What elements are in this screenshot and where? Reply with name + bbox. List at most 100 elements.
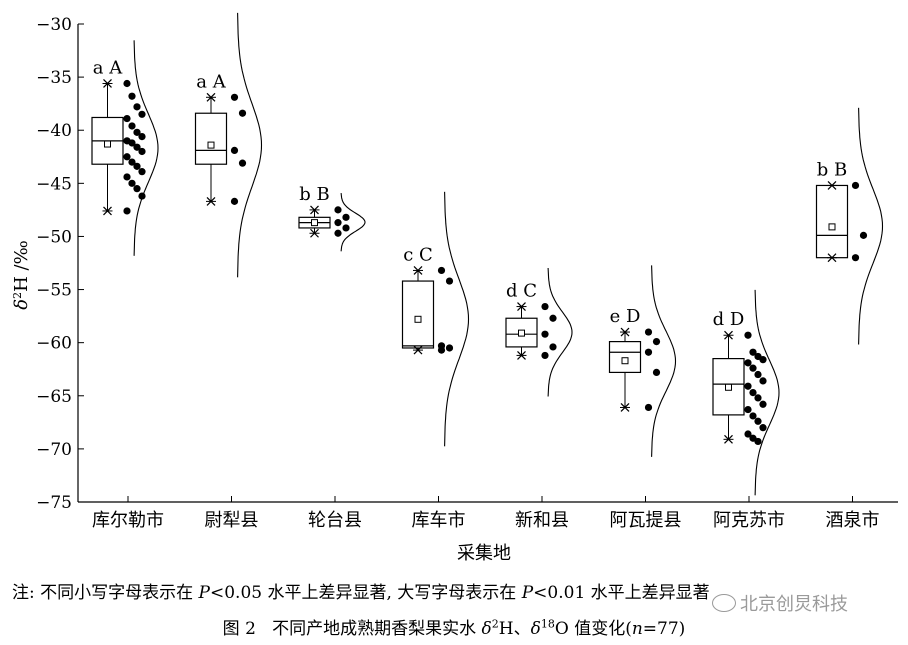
- data-point: [334, 229, 342, 237]
- mean-marker: [518, 329, 525, 337]
- wechat-icon: [712, 594, 736, 612]
- iqr-box: [194, 112, 228, 165]
- data-points: [541, 302, 557, 360]
- data-point: [541, 330, 549, 338]
- mean-marker: [104, 140, 111, 148]
- data-point: [759, 356, 767, 364]
- y-tick-label: −45: [36, 174, 72, 194]
- data-point: [749, 412, 757, 420]
- group-7: 阿克苏市 d D: [712, 289, 785, 531]
- significance-letters: a A: [93, 57, 123, 78]
- significance-letters: a A: [196, 71, 226, 92]
- groups: 库尔勒市 a A 尉犁县 a A 轮台县 b B 库车市 c C 新和县 d C 阿瓦提县 e D 阿克…: [91, 12, 884, 531]
- data-point: [744, 430, 752, 438]
- min-marker: [413, 345, 423, 355]
- mean-marker: [414, 315, 422, 323]
- y-tick-label: −55: [36, 281, 72, 301]
- min-marker: [516, 350, 527, 360]
- significance-letters: b B: [817, 159, 847, 180]
- data-point: [754, 394, 762, 402]
- iqr-box: [608, 341, 642, 374]
- data-point: [744, 331, 752, 339]
- max-marker: [516, 302, 527, 311]
- data-point: [652, 368, 661, 377]
- data-point: [123, 173, 131, 181]
- iqr-box: [815, 184, 849, 259]
- y-tick-label: −60: [36, 334, 72, 354]
- data-point: [759, 424, 767, 432]
- data-points: [123, 79, 146, 215]
- data-point: [749, 388, 757, 397]
- x-tick-label: 阿克苏市: [713, 510, 785, 531]
- data-point: [342, 213, 350, 221]
- significance-letters: d C: [506, 281, 537, 302]
- x-tick-label: 阿瓦提县: [610, 510, 682, 531]
- max-marker: [620, 327, 630, 337]
- normal-curve: [858, 107, 884, 345]
- data-point: [342, 224, 350, 232]
- data-point: [128, 122, 136, 130]
- data-point: [644, 328, 653, 336]
- data-point: [759, 400, 767, 408]
- watermark: 北京创炅科技: [712, 590, 848, 616]
- data-points: [230, 93, 247, 205]
- data-point: [133, 162, 141, 170]
- data-point: [754, 417, 762, 425]
- data-point: [334, 206, 342, 214]
- max-marker: [723, 330, 734, 340]
- x-tick-label: 酒泉市: [826, 510, 880, 531]
- data-point: [238, 159, 247, 167]
- min-marker: [723, 434, 734, 444]
- data-point: [138, 168, 146, 176]
- min-marker: [620, 403, 630, 412]
- normal-curve: [133, 40, 159, 256]
- data-point: [754, 370, 762, 379]
- axes: −30 −35 −40 −45 −50 −55 −60 −65 −70 −75: [36, 15, 898, 513]
- data-point: [851, 181, 860, 190]
- data-point: [123, 114, 131, 123]
- y-tick-label: −70: [36, 440, 72, 460]
- data-point: [230, 146, 239, 155]
- group-5: 新和县 d C: [505, 267, 573, 531]
- data-point: [644, 348, 653, 356]
- max-marker: [309, 205, 320, 215]
- min-marker: [309, 228, 320, 238]
- normal-curve: [340, 193, 366, 252]
- data-point: [128, 139, 136, 147]
- normal-curve: [444, 191, 470, 447]
- data-point: [445, 344, 454, 352]
- min-marker: [102, 206, 113, 216]
- data-point: [749, 364, 757, 372]
- x-tick-label: 轮台县: [308, 510, 362, 531]
- x-tick-label: 新和县: [515, 510, 569, 531]
- data-point: [133, 103, 141, 111]
- data-point: [549, 314, 557, 322]
- max-marker: [827, 181, 837, 190]
- significance-letters: e D: [610, 306, 641, 327]
- data-point: [133, 185, 141, 193]
- x-tick-label: 尉犁县: [205, 510, 259, 531]
- data-point: [133, 143, 141, 151]
- mean-marker: [621, 357, 629, 365]
- data-point: [445, 277, 454, 285]
- data-point: [437, 346, 446, 354]
- data-points: [334, 206, 350, 237]
- mean-marker: [311, 219, 318, 227]
- y-tick-label: −65: [36, 387, 72, 407]
- mean-marker: [828, 223, 836, 231]
- data-point: [133, 128, 141, 136]
- data-points: [744, 331, 767, 446]
- data-points: [437, 266, 454, 354]
- y-axis-label: δ2H /‰: [11, 240, 33, 309]
- data-point: [138, 132, 146, 141]
- min-marker: [827, 253, 837, 263]
- group-2: 尉犁县 a A: [194, 12, 263, 531]
- normal-curve: [754, 289, 780, 496]
- data-point: [138, 147, 146, 156]
- data-point: [138, 110, 146, 118]
- normal-curve: [547, 267, 573, 397]
- significance-letters: d D: [713, 309, 745, 330]
- group-6: 阿瓦提县 e D: [608, 265, 682, 531]
- data-points: [851, 181, 868, 262]
